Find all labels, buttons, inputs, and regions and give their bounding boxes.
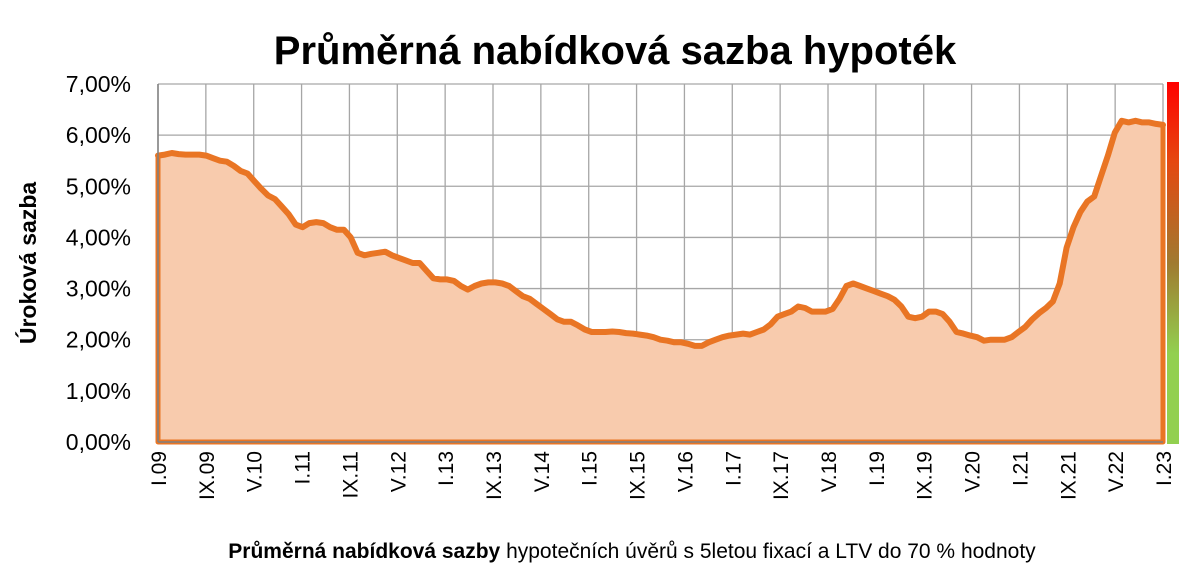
y-tick-label: 3,00%	[66, 276, 131, 302]
caption-bold: Průměrná nabídková sazby	[228, 540, 501, 563]
x-tick-label: I.11	[292, 451, 315, 484]
x-tick-label: IX.09	[196, 451, 219, 500]
x-tick-label: V.10	[244, 451, 267, 492]
x-tick-label: IX.21	[1057, 451, 1080, 500]
x-tick-label: V.22	[1105, 451, 1128, 492]
x-tick-label: I.13	[435, 451, 458, 486]
x-tick-label: IX.13	[483, 451, 506, 500]
x-tick-label: IX.15	[627, 451, 650, 500]
x-tick-label: IX.11	[339, 451, 362, 498]
x-tick-label: I.21	[1009, 451, 1032, 486]
y-tick-labels: 0,00% 1,00% 2,00% 3,00% 4,00% 5,00% 6,00% 7,00%	[66, 71, 131, 455]
x-tick-label: I.09	[148, 451, 171, 486]
x-tick-label: V.12	[387, 451, 410, 492]
series-area	[155, 117, 1166, 445]
y-tick-label: 5,00%	[66, 173, 131, 199]
x-tick-labels: I.09 IX.09 V.10 I.11 IX.11 V.12 I.13 IX.13 V.14 I…	[148, 451, 1176, 500]
x-tick-label: I.17	[722, 451, 745, 486]
x-tick-label: IX.17	[770, 451, 793, 500]
y-tick-label: 2,00%	[66, 327, 131, 353]
x-tick-label: V.16	[674, 451, 697, 492]
caption-text: hypotečních úvěrů s 5letou fixací a LTV …	[500, 540, 1036, 563]
chart-title: Průměrná nabídková sazba hypoték	[273, 29, 957, 73]
x-tick-label: V.14	[531, 451, 554, 493]
series-line	[155, 117, 1166, 349]
y-tick-label: 6,00%	[66, 122, 131, 148]
axes	[157, 84, 1163, 443]
y-tick-label: 0,00%	[66, 429, 131, 455]
y-axis-label: Úroková sazba	[14, 182, 41, 345]
x-tick-label: V.18	[818, 451, 841, 492]
x-tick-label: I.23	[1153, 451, 1176, 486]
x-tick-label: I.15	[579, 451, 602, 486]
x-tick-label: I.19	[866, 451, 889, 486]
rate-scale-bar	[1167, 82, 1179, 444]
x-tick-label: IX.19	[914, 451, 937, 500]
y-tick-label: 4,00%	[66, 224, 131, 250]
y-tick-label: 7,00%	[66, 71, 131, 97]
y-tick-label: 1,00%	[66, 378, 131, 404]
chart-caption: Průměrná nabídková sazby hypotečních úvě…	[0, 540, 1196, 564]
x-tick-label: V.20	[962, 451, 985, 492]
